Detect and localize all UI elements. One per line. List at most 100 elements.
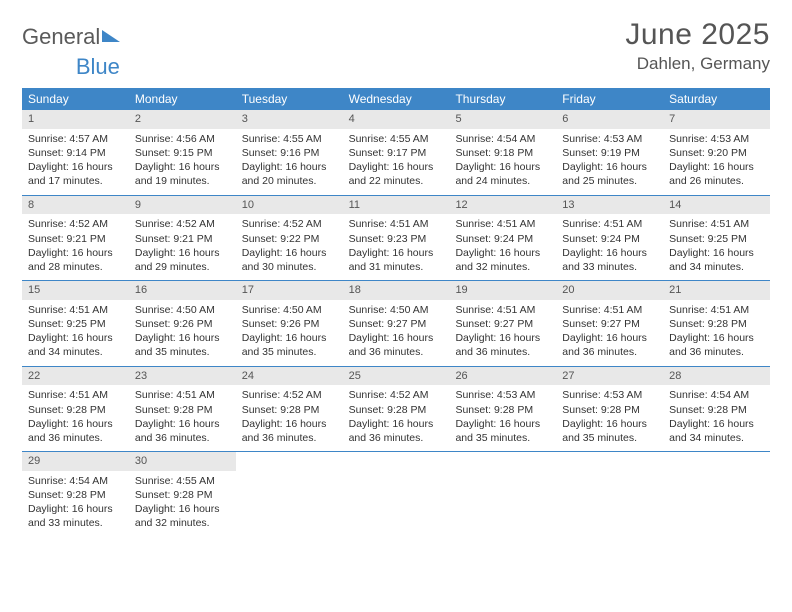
day-body: Sunrise: 4:55 AMSunset: 9:28 PMDaylight:… [129, 471, 236, 537]
sunset-line: Sunset: 9:18 PM [455, 146, 550, 160]
sunrise-line: Sunrise: 4:51 AM [562, 303, 657, 317]
day-body: Sunrise: 4:54 AMSunset: 9:28 PMDaylight:… [663, 385, 770, 451]
daylight-line: Daylight: 16 hours and 34 minutes. [669, 417, 764, 445]
day-cell: 2Sunrise: 4:56 AMSunset: 9:15 PMDaylight… [129, 110, 236, 195]
brand-triangle-icon [102, 30, 120, 42]
day-body: Sunrise: 4:51 AMSunset: 9:24 PMDaylight:… [449, 214, 556, 280]
day-number: 10 [236, 196, 343, 215]
daylight-line: Daylight: 16 hours and 25 minutes. [562, 160, 657, 188]
day-body: Sunrise: 4:55 AMSunset: 9:17 PMDaylight:… [343, 129, 450, 195]
daylight-line: Daylight: 16 hours and 24 minutes. [455, 160, 550, 188]
day-body: Sunrise: 4:52 AMSunset: 9:28 PMDaylight:… [343, 385, 450, 451]
daylight-line: Daylight: 16 hours and 17 minutes. [28, 160, 123, 188]
week-row: 15Sunrise: 4:51 AMSunset: 9:25 PMDayligh… [22, 281, 770, 367]
sunrise-line: Sunrise: 4:54 AM [669, 388, 764, 402]
sunset-line: Sunset: 9:28 PM [135, 488, 230, 502]
day-cell: 5Sunrise: 4:54 AMSunset: 9:18 PMDaylight… [449, 110, 556, 195]
day-number: 25 [343, 367, 450, 386]
day-cell: 17Sunrise: 4:50 AMSunset: 9:26 PMDayligh… [236, 281, 343, 366]
sunset-line: Sunset: 9:28 PM [562, 403, 657, 417]
day-body: Sunrise: 4:53 AMSunset: 9:19 PMDaylight:… [556, 129, 663, 195]
sunset-line: Sunset: 9:14 PM [28, 146, 123, 160]
location: Dahlen, Germany [625, 54, 770, 74]
day-cell: 9Sunrise: 4:52 AMSunset: 9:21 PMDaylight… [129, 196, 236, 281]
sunset-line: Sunset: 9:28 PM [28, 488, 123, 502]
day-cell: 11Sunrise: 4:51 AMSunset: 9:23 PMDayligh… [343, 196, 450, 281]
day-cell: 6Sunrise: 4:53 AMSunset: 9:19 PMDaylight… [556, 110, 663, 195]
title-block: June 2025 Dahlen, Germany [625, 18, 770, 74]
day-cell: 16Sunrise: 4:50 AMSunset: 9:26 PMDayligh… [129, 281, 236, 366]
day-number: 28 [663, 367, 770, 386]
daylight-line: Daylight: 16 hours and 36 minutes. [455, 331, 550, 359]
day-body: Sunrise: 4:54 AMSunset: 9:18 PMDaylight:… [449, 129, 556, 195]
day-number: 9 [129, 196, 236, 215]
sunset-line: Sunset: 9:27 PM [349, 317, 444, 331]
day-body: Sunrise: 4:53 AMSunset: 9:28 PMDaylight:… [449, 385, 556, 451]
day-number: 22 [22, 367, 129, 386]
sunset-line: Sunset: 9:23 PM [349, 232, 444, 246]
sunset-line: Sunset: 9:28 PM [669, 317, 764, 331]
day-body: Sunrise: 4:52 AMSunset: 9:21 PMDaylight:… [129, 214, 236, 280]
sunset-line: Sunset: 9:21 PM [28, 232, 123, 246]
daylight-line: Daylight: 16 hours and 26 minutes. [669, 160, 764, 188]
sunrise-line: Sunrise: 4:51 AM [669, 217, 764, 231]
day-number: 8 [22, 196, 129, 215]
day-number: 23 [129, 367, 236, 386]
dow-thursday: Thursday [449, 88, 556, 110]
day-cell: 4Sunrise: 4:55 AMSunset: 9:17 PMDaylight… [343, 110, 450, 195]
day-body: Sunrise: 4:57 AMSunset: 9:14 PMDaylight:… [22, 129, 129, 195]
day-body: Sunrise: 4:51 AMSunset: 9:27 PMDaylight:… [449, 300, 556, 366]
brand-part1: General [22, 24, 100, 50]
day-body: Sunrise: 4:52 AMSunset: 9:22 PMDaylight:… [236, 214, 343, 280]
dow-row: Sunday Monday Tuesday Wednesday Thursday… [22, 88, 770, 110]
sunset-line: Sunset: 9:26 PM [242, 317, 337, 331]
sunrise-line: Sunrise: 4:52 AM [242, 388, 337, 402]
sunrise-line: Sunrise: 4:53 AM [455, 388, 550, 402]
daylight-line: Daylight: 16 hours and 34 minutes. [28, 331, 123, 359]
day-body: Sunrise: 4:50 AMSunset: 9:26 PMDaylight:… [129, 300, 236, 366]
day-body: Sunrise: 4:51 AMSunset: 9:25 PMDaylight:… [22, 300, 129, 366]
day-number: 3 [236, 110, 343, 129]
day-body: Sunrise: 4:51 AMSunset: 9:24 PMDaylight:… [556, 214, 663, 280]
day-number: 12 [449, 196, 556, 215]
day-cell: 23Sunrise: 4:51 AMSunset: 9:28 PMDayligh… [129, 367, 236, 452]
calendar: Sunday Monday Tuesday Wednesday Thursday… [22, 88, 770, 537]
day-cell: 8Sunrise: 4:52 AMSunset: 9:21 PMDaylight… [22, 196, 129, 281]
day-number: 24 [236, 367, 343, 386]
sunset-line: Sunset: 9:27 PM [562, 317, 657, 331]
sunrise-line: Sunrise: 4:56 AM [135, 132, 230, 146]
sunset-line: Sunset: 9:28 PM [349, 403, 444, 417]
day-cell: 30Sunrise: 4:55 AMSunset: 9:28 PMDayligh… [129, 452, 236, 537]
week-row: 8Sunrise: 4:52 AMSunset: 9:21 PMDaylight… [22, 196, 770, 282]
day-cell [449, 452, 556, 537]
daylight-line: Daylight: 16 hours and 36 minutes. [669, 331, 764, 359]
dow-saturday: Saturday [663, 88, 770, 110]
sunset-line: Sunset: 9:27 PM [455, 317, 550, 331]
day-cell: 26Sunrise: 4:53 AMSunset: 9:28 PMDayligh… [449, 367, 556, 452]
sunrise-line: Sunrise: 4:54 AM [455, 132, 550, 146]
sunrise-line: Sunrise: 4:53 AM [669, 132, 764, 146]
daylight-line: Daylight: 16 hours and 33 minutes. [28, 502, 123, 530]
sunset-line: Sunset: 9:16 PM [242, 146, 337, 160]
week-row: 22Sunrise: 4:51 AMSunset: 9:28 PMDayligh… [22, 367, 770, 453]
day-body: Sunrise: 4:54 AMSunset: 9:28 PMDaylight:… [22, 471, 129, 537]
daylight-line: Daylight: 16 hours and 28 minutes. [28, 246, 123, 274]
day-cell: 22Sunrise: 4:51 AMSunset: 9:28 PMDayligh… [22, 367, 129, 452]
day-cell: 12Sunrise: 4:51 AMSunset: 9:24 PMDayligh… [449, 196, 556, 281]
day-cell: 3Sunrise: 4:55 AMSunset: 9:16 PMDaylight… [236, 110, 343, 195]
sunset-line: Sunset: 9:20 PM [669, 146, 764, 160]
day-number: 27 [556, 367, 663, 386]
day-number: 4 [343, 110, 450, 129]
sunset-line: Sunset: 9:24 PM [455, 232, 550, 246]
sunset-line: Sunset: 9:15 PM [135, 146, 230, 160]
sunrise-line: Sunrise: 4:51 AM [669, 303, 764, 317]
sunrise-line: Sunrise: 4:52 AM [242, 217, 337, 231]
sunrise-line: Sunrise: 4:52 AM [135, 217, 230, 231]
day-body: Sunrise: 4:56 AMSunset: 9:15 PMDaylight:… [129, 129, 236, 195]
day-cell: 27Sunrise: 4:53 AMSunset: 9:28 PMDayligh… [556, 367, 663, 452]
day-number: 26 [449, 367, 556, 386]
sunrise-line: Sunrise: 4:51 AM [28, 303, 123, 317]
sunrise-line: Sunrise: 4:50 AM [242, 303, 337, 317]
daylight-line: Daylight: 16 hours and 34 minutes. [669, 246, 764, 274]
sunset-line: Sunset: 9:25 PM [28, 317, 123, 331]
